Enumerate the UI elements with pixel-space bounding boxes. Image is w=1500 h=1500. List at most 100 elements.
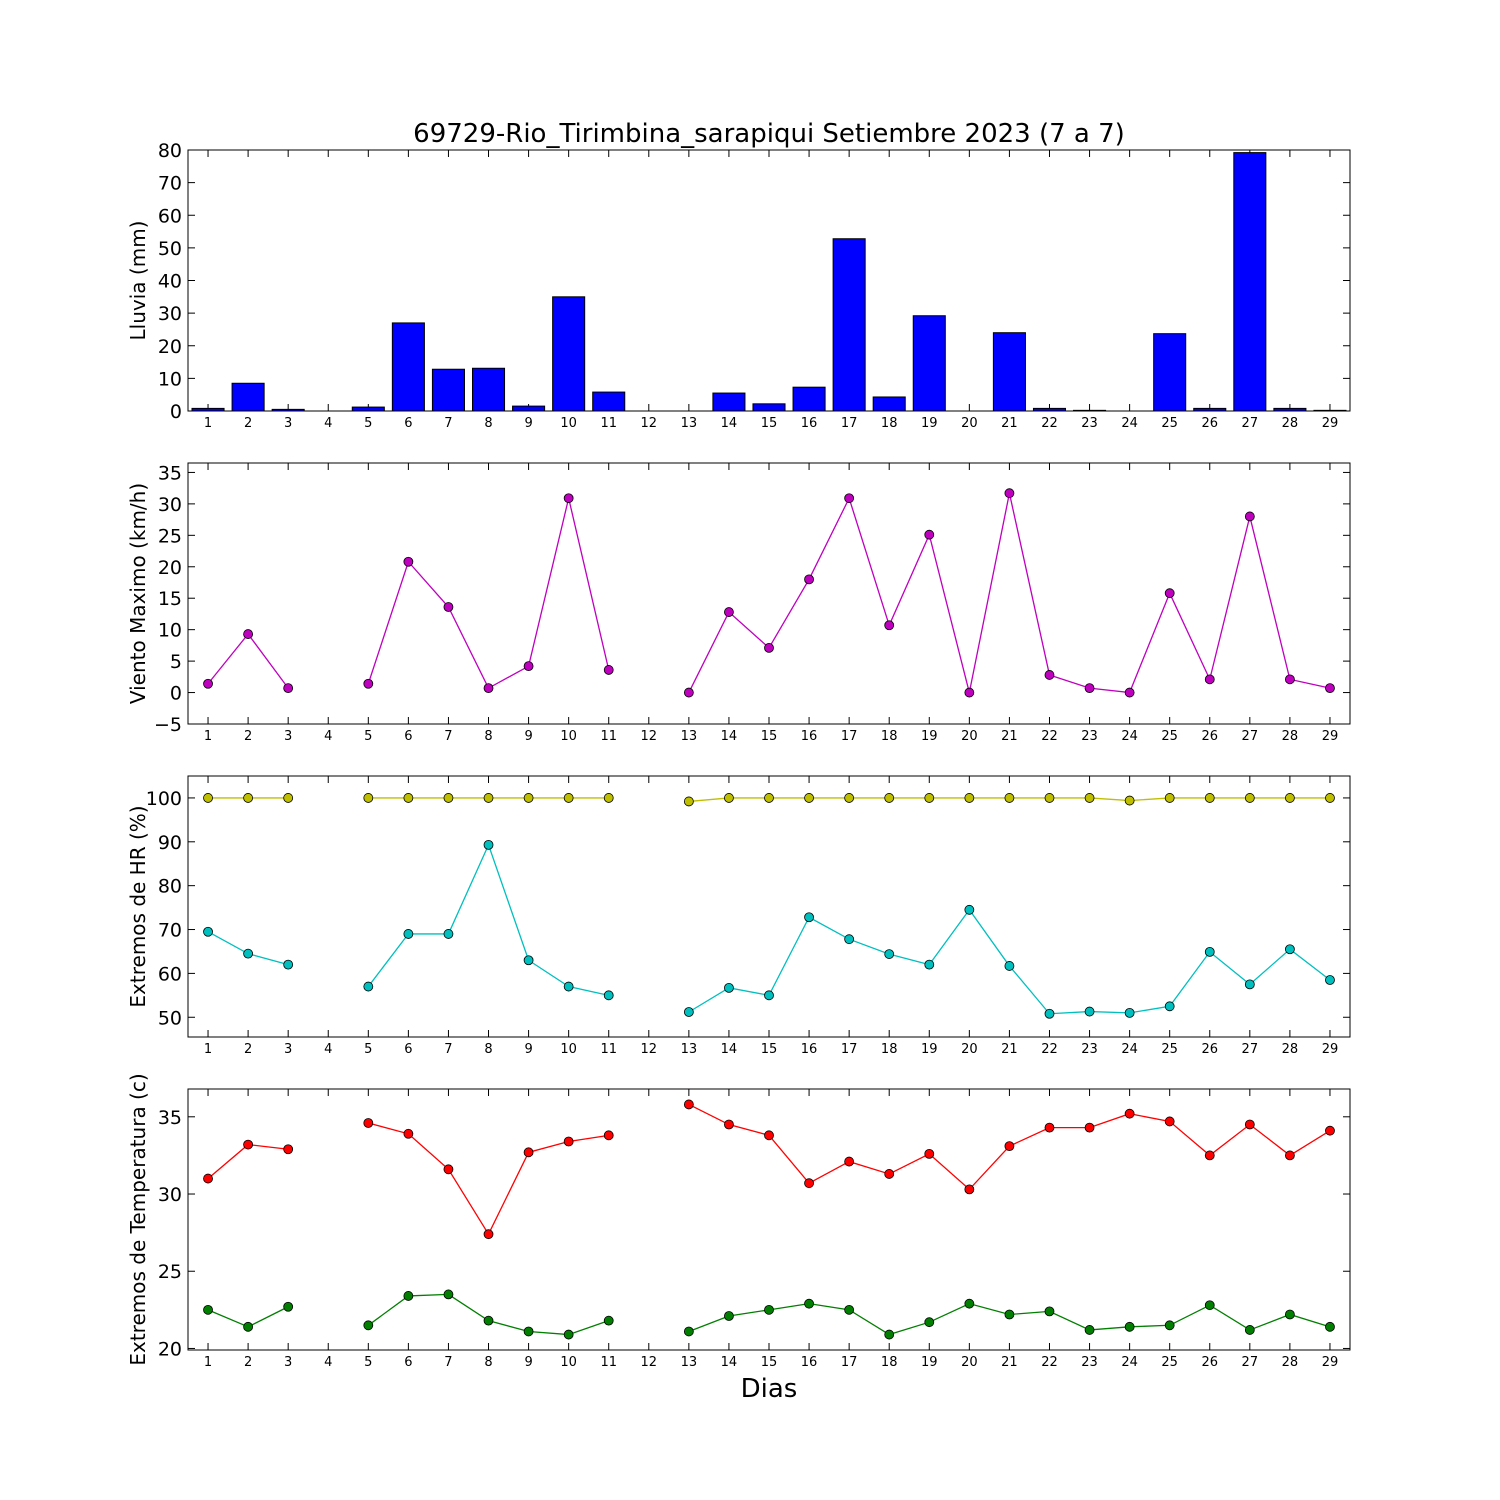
x-tick-label: 3	[284, 416, 292, 431]
data-point	[1164, 588, 1175, 599]
x-tick-label: 1	[204, 1355, 212, 1370]
data-point	[804, 793, 814, 803]
data-point	[1244, 1325, 1255, 1335]
x-tick-label: 2	[244, 729, 252, 744]
data-point	[683, 1326, 694, 1337]
data-point	[924, 1148, 935, 1159]
x-tick-label: 22	[1041, 1042, 1058, 1057]
data-point	[563, 793, 574, 803]
data-point	[1244, 1119, 1255, 1130]
data-point	[363, 1118, 374, 1128]
x-axis-label: Dias	[741, 1374, 798, 1404]
data-point	[924, 959, 935, 970]
data-point	[363, 1320, 374, 1331]
x-tick-label: 14	[721, 416, 738, 431]
data-point	[1204, 674, 1215, 685]
data-point	[683, 1099, 694, 1110]
x-tick-label: 23	[1081, 1042, 1098, 1057]
data-point	[1204, 947, 1215, 957]
x-tick-label: 9	[524, 1355, 532, 1370]
data-point	[203, 1173, 213, 1184]
bar	[431, 368, 465, 412]
x-tick-label: 28	[1282, 416, 1299, 431]
data-point	[724, 982, 734, 993]
data-point	[443, 793, 454, 803]
y-tick-label: 15	[158, 588, 182, 610]
x-tick-label: 13	[681, 1042, 698, 1057]
data-point	[523, 1147, 534, 1158]
data-point	[283, 683, 294, 694]
data-point	[1325, 683, 1335, 694]
data-point	[1164, 1001, 1175, 1012]
data-point	[483, 683, 494, 694]
x-tick-label: 11	[600, 729, 617, 744]
x-tick-label: 4	[324, 416, 332, 431]
x-tick-label: 6	[404, 416, 412, 431]
data-point	[804, 1298, 814, 1309]
y-tick-label: 0	[170, 683, 182, 705]
y-tick-label: 70	[158, 173, 182, 195]
data-point	[1284, 1150, 1295, 1161]
data-point	[764, 1304, 774, 1315]
x-tick-label: 9	[524, 1042, 532, 1057]
bar	[792, 386, 826, 412]
bar	[391, 322, 425, 412]
data-point	[1124, 687, 1135, 698]
data-point	[483, 1229, 494, 1240]
bar	[552, 296, 586, 412]
data-point	[1325, 1125, 1335, 1136]
y-tick-label: 100	[146, 788, 182, 810]
x-tick-label: 7	[444, 729, 452, 744]
data-point	[683, 796, 694, 807]
x-tick-label: 8	[484, 729, 492, 744]
y-tick-label: 40	[158, 271, 182, 293]
x-tick-label: 4	[324, 1355, 332, 1370]
y-tick-label: 20	[158, 336, 182, 358]
x-tick-label: 29	[1322, 416, 1339, 431]
data-point	[1325, 793, 1335, 803]
x-tick-label: 6	[404, 729, 412, 744]
y-tick-label: 30	[158, 494, 182, 516]
x-tick-label: 12	[641, 729, 658, 744]
data-point	[563, 981, 574, 992]
y-tick-label: 70	[158, 920, 182, 942]
y-tick-label: 10	[158, 620, 182, 642]
y-tick-label: 30	[158, 303, 182, 325]
x-tick-label: 9	[524, 416, 532, 431]
x-tick-label: 14	[721, 1042, 738, 1057]
x-tick-label: 28	[1282, 1355, 1299, 1370]
x-tick-label: 5	[364, 1355, 372, 1370]
y-tick-label: 35	[158, 1107, 182, 1129]
data-point	[924, 1317, 935, 1328]
data-point	[483, 839, 494, 850]
x-tick-label: 27	[1242, 1355, 1259, 1370]
data-point	[884, 620, 895, 631]
data-point	[1164, 1320, 1175, 1331]
data-point	[1004, 488, 1015, 499]
x-tick-label: 1	[204, 729, 212, 744]
data-point	[844, 934, 855, 945]
data-point	[243, 948, 254, 959]
data-point	[724, 1119, 734, 1130]
x-tick-label: 17	[841, 416, 858, 431]
x-tick-label: 23	[1081, 729, 1098, 744]
x-tick-label: 1	[204, 1042, 212, 1057]
data-point	[724, 607, 734, 617]
bar	[832, 238, 866, 412]
data-point	[403, 556, 414, 567]
x-tick-label: 29	[1322, 729, 1339, 744]
bar	[471, 367, 506, 412]
x-tick-label: 21	[1001, 416, 1018, 431]
x-tick-label: 16	[801, 729, 818, 744]
data-point	[523, 955, 534, 966]
x-tick-label: 25	[1161, 1355, 1178, 1370]
x-tick-label: 29	[1322, 1355, 1339, 1370]
data-point	[724, 793, 734, 803]
data-point	[884, 793, 895, 803]
x-tick-label: 3	[284, 729, 292, 744]
data-point	[1084, 1122, 1095, 1133]
data-point	[1004, 1141, 1015, 1152]
data-point	[764, 793, 774, 803]
